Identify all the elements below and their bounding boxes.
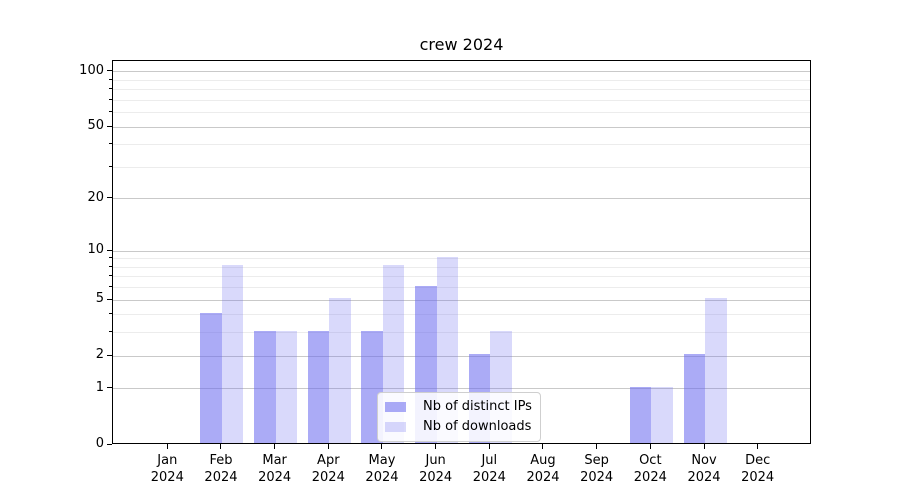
y-axis-minor-tick (109, 286, 112, 288)
x-axis-tick (542, 444, 544, 449)
bar-downloads (651, 386, 673, 443)
x-axis-tick (166, 444, 168, 449)
y-axis-minor-tick (109, 88, 112, 90)
x-axis-tick (274, 444, 276, 449)
y-axis-minor-tick (109, 111, 112, 113)
legend-swatch-distinct-ips (385, 401, 406, 412)
minor-gridline (113, 89, 810, 91)
x-axis-tick (703, 444, 705, 449)
x-axis-tick-label: Nov 2024 (687, 453, 721, 485)
minor-gridline (113, 166, 810, 168)
x-axis-tick-label: Jan 2024 (150, 453, 184, 485)
y-axis-minor-tick (109, 331, 112, 333)
bar-downloads (275, 330, 298, 443)
bar-distinct-ips (629, 386, 652, 443)
x-axis-tick (488, 444, 490, 449)
legend-entry: Nb of downloads (385, 418, 532, 435)
major-gridline (113, 388, 810, 390)
x-axis-tick-label: Dec 2024 (741, 453, 775, 485)
x-axis-tick-label: Aug 2024 (526, 453, 560, 485)
minor-gridline (113, 332, 810, 334)
y-axis-tick-label: 5 (95, 291, 104, 307)
y-axis-major-tick (107, 443, 112, 445)
x-axis-tick-label: Oct 2024 (633, 453, 667, 485)
x-axis-tick (327, 444, 329, 449)
y-axis-minor-tick (109, 265, 112, 267)
y-axis-tick-label: 100 (79, 62, 104, 78)
major-gridline (113, 71, 810, 73)
major-gridline (113, 355, 810, 357)
y-axis-minor-tick (109, 275, 112, 277)
legend-swatch-downloads (385, 421, 406, 432)
y-axis-major-tick (107, 125, 112, 127)
x-axis-tick-label: Apr 2024 (311, 453, 345, 485)
x-axis-tick (596, 444, 598, 449)
chart-title: crew 2024 (419, 35, 504, 54)
legend: Nb of distinct IPs Nb of downloads (377, 392, 541, 442)
y-axis-tick-label: 50 (87, 118, 104, 134)
legend-entry: Nb of distinct IPs (385, 398, 532, 415)
y-axis-tick-label: 0 (95, 436, 104, 451)
bar-downloads (329, 298, 351, 443)
bar-distinct-ips (254, 330, 276, 443)
y-axis-tick-label: 20 (87, 189, 104, 205)
y-axis-major-tick (107, 249, 112, 251)
bar-downloads (705, 298, 727, 443)
x-axis-tick (435, 444, 437, 449)
major-gridline (113, 198, 810, 200)
y-axis-minor-tick (109, 78, 112, 80)
y-axis-tick-label: 1 (95, 379, 104, 395)
minor-gridline (113, 79, 810, 81)
minor-gridline (113, 266, 810, 268)
minor-gridline (113, 287, 810, 289)
x-axis-tick (757, 444, 759, 449)
x-axis-tick-label: Feb 2024 (204, 453, 238, 485)
minor-gridline (113, 99, 810, 101)
y-axis-minor-tick (109, 143, 112, 145)
plot-area (112, 60, 811, 444)
legend-label: Nb of distinct IPs (423, 399, 532, 414)
bar-downloads (221, 265, 244, 443)
major-gridline (113, 126, 810, 128)
x-axis-tick-label: Sep 2024 (580, 453, 614, 485)
y-axis-minor-tick (109, 98, 112, 100)
x-axis-tick-label: Jun 2024 (419, 453, 453, 485)
y-axis-minor-tick (109, 165, 112, 167)
minor-gridline (113, 144, 810, 146)
bar-distinct-ips (200, 312, 222, 443)
minor-gridline (113, 112, 810, 114)
x-axis-tick-label: Mar 2024 (258, 453, 292, 485)
y-axis-tick-label: 2 (95, 347, 104, 363)
y-axis-minor-tick (109, 257, 112, 259)
y-axis-major-tick (107, 387, 112, 389)
y-axis-tick-label: 10 (87, 242, 104, 258)
x-axis-tick-label: May 2024 (365, 453, 399, 485)
minor-gridline (113, 258, 810, 260)
x-axis-tick (649, 444, 651, 449)
x-axis-tick (220, 444, 222, 449)
x-axis-tick (381, 444, 383, 449)
y-axis-minor-tick (109, 313, 112, 315)
bar-distinct-ips (307, 330, 330, 443)
y-axis-major-tick (107, 298, 112, 300)
legend-label: Nb of downloads (423, 419, 532, 434)
x-axis-tick-label: Jul 2024 (472, 453, 506, 485)
y-axis-major-tick (107, 197, 112, 199)
major-gridline (113, 250, 810, 252)
minor-gridline (113, 276, 810, 278)
minor-gridline (113, 314, 810, 316)
bar-distinct-ips (683, 354, 705, 443)
major-gridline (113, 299, 810, 301)
y-axis-major-tick (107, 354, 112, 356)
y-axis-major-tick (107, 70, 112, 72)
